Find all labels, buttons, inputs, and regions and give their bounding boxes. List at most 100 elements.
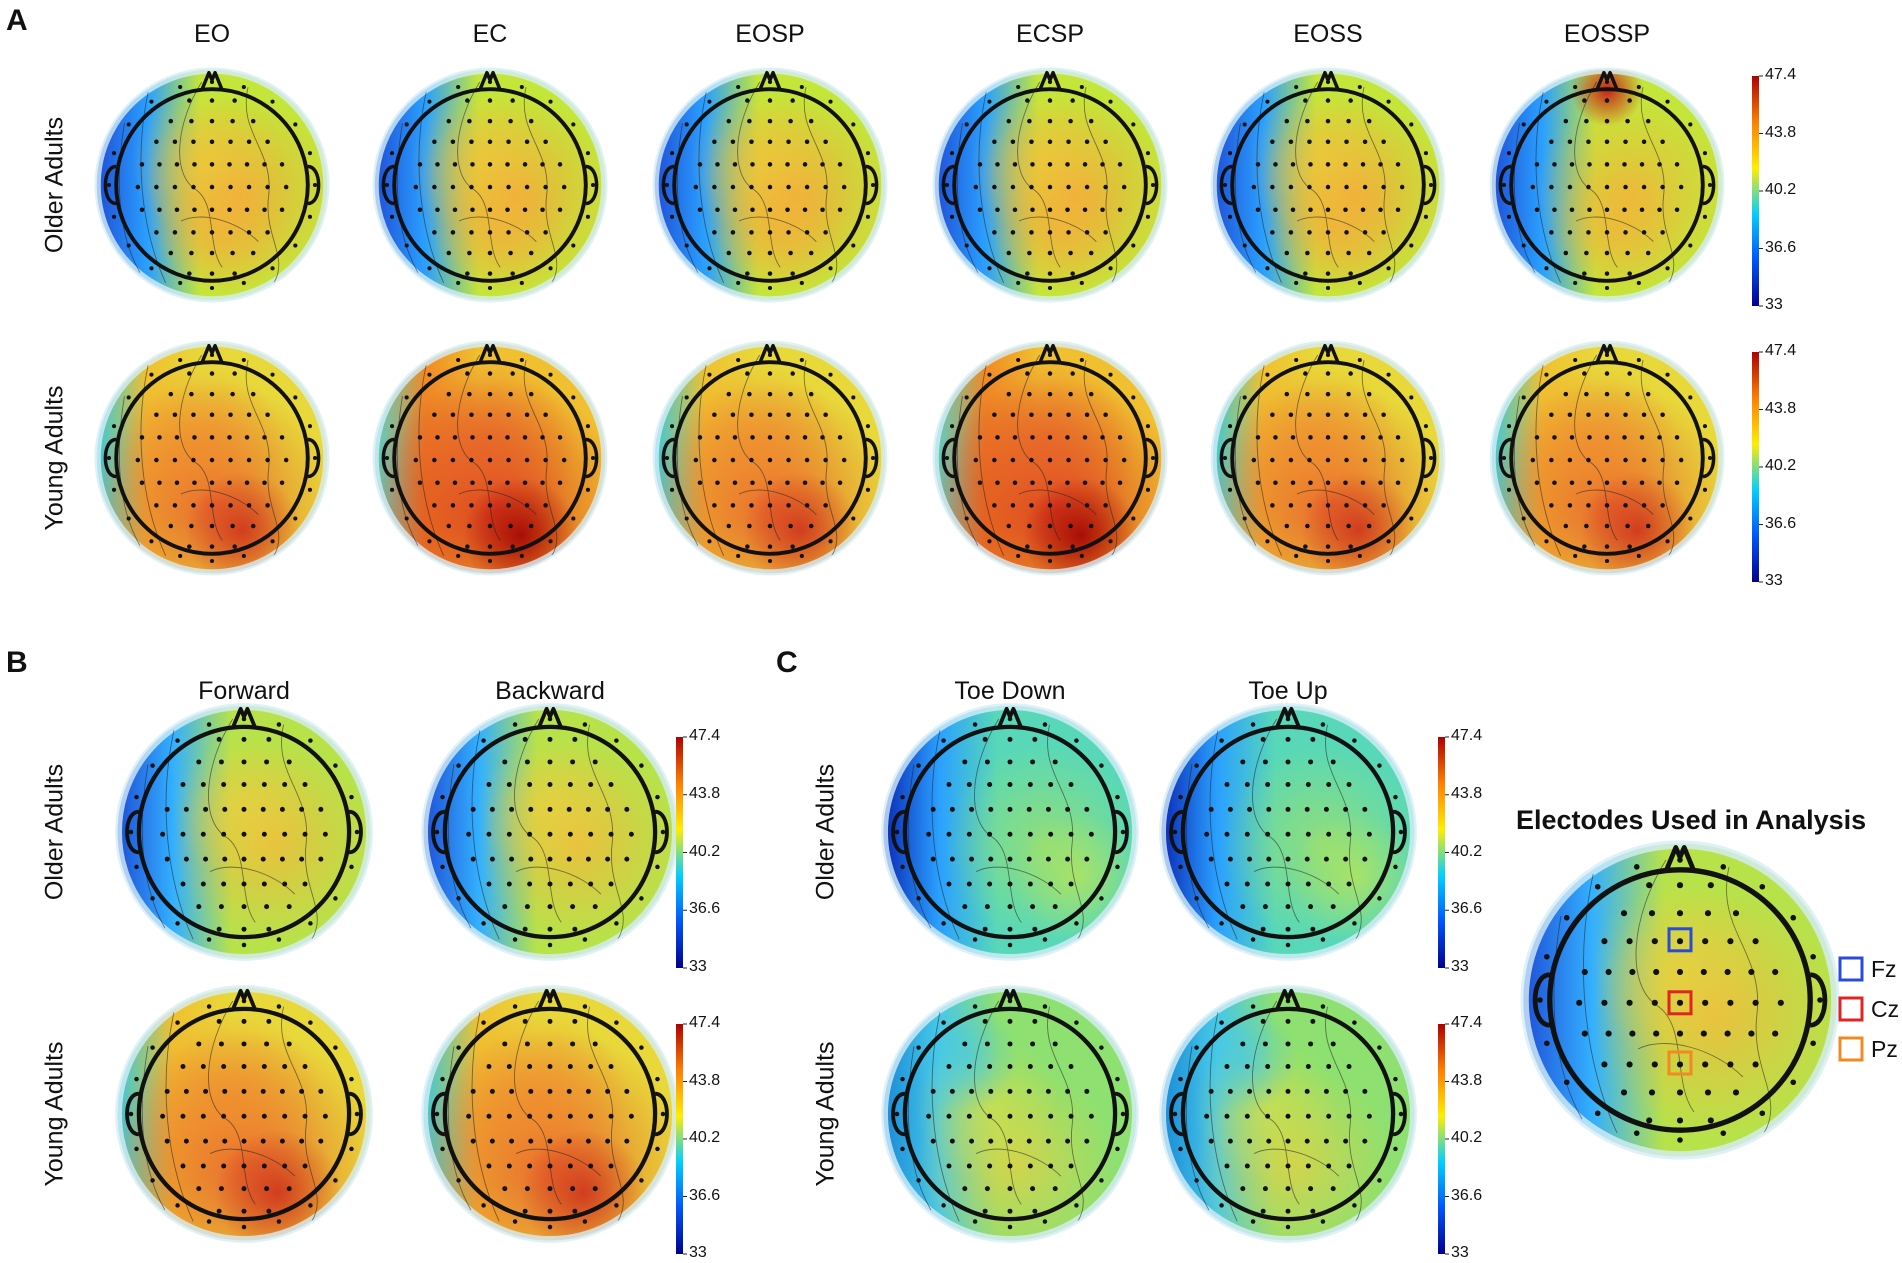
electrode-dot <box>946 831 952 837</box>
electrode-dot <box>1732 910 1740 917</box>
electrode-dot <box>206 937 212 942</box>
electrode-dot <box>1362 1138 1368 1144</box>
electrode-dot <box>1242 243 1247 248</box>
electrode-dot <box>1290 162 1296 167</box>
electrode-dots <box>944 79 1156 291</box>
electrode-dot <box>941 1020 946 1025</box>
electrode-dot <box>1270 184 1275 190</box>
electrode-dot <box>941 921 946 926</box>
electrode-dot <box>139 435 145 440</box>
electrode-dot <box>697 435 703 440</box>
electrode-dot <box>1362 230 1368 235</box>
electrode-dot <box>732 207 738 212</box>
electrode-dot <box>547 1064 553 1070</box>
electrode-dots <box>1537 857 1823 1143</box>
electrode-dot <box>432 139 437 145</box>
electrode-dot <box>509 856 515 862</box>
electrode-dot <box>1357 553 1362 559</box>
electrode-dot <box>1582 271 1587 276</box>
electrode-dot <box>524 184 530 190</box>
electrode-dot <box>715 480 720 485</box>
electrode-dot <box>1227 424 1233 429</box>
electrode-dot <box>865 214 871 219</box>
electrode-dot <box>308 921 313 926</box>
electrode-dot <box>528 523 534 529</box>
electrode-dot <box>250 118 256 124</box>
electrode-dot <box>508 391 513 397</box>
electrode-dot <box>450 503 456 508</box>
electrode-dot <box>192 162 197 167</box>
electrode-dot <box>582 1219 588 1224</box>
electrode-dot <box>435 207 440 212</box>
electrode-dot <box>786 139 791 145</box>
electrode-dot <box>452 435 458 440</box>
electrode-dots <box>384 79 596 291</box>
electrode-dot <box>1326 1113 1332 1119</box>
right-ear-icon <box>307 437 321 479</box>
col-title-eoss: EOSS <box>1293 20 1363 48</box>
electrode-dot <box>509 1088 515 1094</box>
electrode-dot <box>230 391 235 397</box>
electrode-dots <box>1172 998 1404 1230</box>
electrode-dot <box>745 544 750 549</box>
electrode-dot <box>823 139 828 145</box>
left-ear-icon <box>431 809 446 855</box>
electrode-dot <box>1103 230 1108 235</box>
electrode-dot <box>1346 250 1351 256</box>
electrode-dot <box>510 371 515 376</box>
electrode-dot <box>614 1020 619 1025</box>
electrode-dot <box>1665 266 1670 271</box>
electrode-dot <box>1265 539 1270 544</box>
electrode-dot <box>312 455 318 461</box>
electrode-dot <box>1584 118 1589 124</box>
electrode-dot <box>508 250 513 256</box>
electrode-dot <box>180 831 186 837</box>
electrode-dot <box>1521 243 1526 248</box>
electrode-dot <box>111 214 117 219</box>
electrode-dot <box>222 806 228 812</box>
electrode-dot <box>1288 184 1294 190</box>
right-ear-icon <box>348 1091 363 1137</box>
electrode-dot <box>1702 999 1709 1006</box>
electrode-dot <box>203 1088 209 1094</box>
electrode-dot <box>149 539 154 544</box>
electrode-dot <box>707 99 712 104</box>
electrode-dot <box>1386 539 1391 544</box>
electrode-dot <box>1346 523 1351 529</box>
electrode-dot <box>150 763 155 768</box>
electrode-dot <box>837 480 843 485</box>
electrode-dot <box>548 266 553 271</box>
electrode-dot <box>1310 1018 1316 1024</box>
head-outline <box>114 87 310 283</box>
electrode-dot <box>265 230 270 235</box>
electrode-dot <box>982 736 988 742</box>
electrode-dot <box>1244 1113 1250 1119</box>
electrode-dot <box>585 424 591 429</box>
electrode-dot <box>1068 118 1073 124</box>
electrode-dot <box>1027 881 1033 887</box>
electrode-dot <box>509 806 515 812</box>
electrode-dot <box>1285 1208 1291 1214</box>
electrode-dot <box>1285 1041 1291 1047</box>
electrode-dot <box>524 1186 530 1192</box>
electrode-dot <box>1052 1186 1058 1192</box>
electrode-dot <box>1270 412 1275 418</box>
electrode-dot <box>1240 759 1246 765</box>
electrode-dot <box>486 881 492 887</box>
electrode-dot <box>1323 1088 1329 1094</box>
electrode-dot <box>1285 926 1291 932</box>
electrode-dot <box>786 457 791 463</box>
electrode-dot <box>1285 1088 1291 1094</box>
electrode-dot <box>837 435 843 440</box>
electrode-dot <box>1047 118 1053 124</box>
electrode-dot <box>232 98 237 103</box>
electrode-dot <box>820 207 825 212</box>
electrode-dot <box>841 457 847 463</box>
topomap-a-older-5 <box>1489 67 1725 303</box>
electrode-dot <box>851 243 856 248</box>
electrode-dot <box>1007 1088 1013 1094</box>
electrode-dot <box>823 503 828 508</box>
electrode-dot <box>1082 162 1088 167</box>
electrode-dot <box>1247 856 1253 862</box>
electrode-dot <box>1307 457 1312 463</box>
